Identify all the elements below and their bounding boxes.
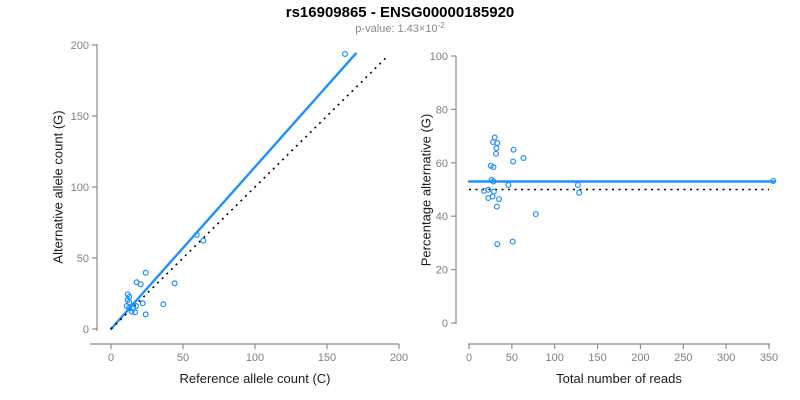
y-tick-label: 100	[71, 182, 89, 194]
x-tick-label: 100	[546, 352, 564, 364]
data-point	[510, 146, 517, 153]
data-point	[485, 195, 492, 202]
x-tick-label: 50	[177, 352, 189, 364]
x-tick-label: 0	[108, 352, 114, 364]
data-point	[493, 150, 500, 157]
y-tick-label: 50	[77, 253, 89, 265]
data-point	[142, 311, 149, 318]
data-point	[171, 280, 178, 287]
p-value-text: p-value: 1.43×10	[355, 23, 438, 35]
data-point	[139, 300, 146, 307]
data-point	[505, 181, 512, 188]
data-point	[126, 293, 133, 300]
right-x-axis-title: Total number of reads	[556, 371, 682, 386]
x-tick-label: 50	[506, 352, 518, 364]
x-tick-label: 150	[318, 352, 336, 364]
scatter-panel-1: 0 50 100 150 200 0 50 100 150 200	[71, 40, 409, 364]
data-point	[509, 238, 516, 245]
figure-title: rs16909865 - ENSG00000185920	[285, 4, 515, 21]
x-tick-label: 200	[631, 352, 649, 364]
y-tick-label: 80	[436, 104, 448, 116]
y-tick-label: 40	[436, 211, 448, 223]
x-tick-label: 150	[588, 352, 606, 364]
identity-line	[110, 55, 389, 330]
data-point	[770, 177, 777, 184]
data-point	[132, 309, 139, 316]
data-point	[493, 145, 500, 152]
data-point	[510, 158, 517, 165]
data-point	[128, 308, 135, 315]
data-point	[133, 302, 140, 309]
x-tick-label: 0	[466, 352, 472, 364]
data-point	[200, 237, 207, 244]
data-point	[576, 189, 583, 196]
x-tick-label: 250	[674, 352, 692, 364]
data-point	[490, 178, 497, 185]
data-point	[160, 301, 167, 308]
figure-subtitle: p-value: 1.43×10-2	[0, 21, 800, 35]
right-y-axis-title: Percentage alternative (G)	[418, 113, 434, 267]
data-point	[532, 211, 539, 218]
data-point	[493, 203, 500, 210]
data-point	[137, 281, 144, 288]
data-point	[490, 164, 497, 171]
x-tick-label: 100	[246, 352, 264, 364]
data-point	[193, 231, 200, 238]
data-point	[520, 154, 527, 161]
y-tick-label: 0	[83, 324, 89, 336]
x-tick-label: 300	[717, 352, 735, 364]
y-tick-label: 100	[430, 51, 448, 63]
data-point	[481, 187, 488, 194]
data-point	[494, 241, 501, 248]
left-x-axis-title: Reference allele count (C)	[179, 371, 331, 386]
y-tick-label: 150	[71, 111, 89, 123]
data-point	[496, 196, 503, 203]
data-point	[142, 269, 149, 276]
scatter-panel-2: 0 50 100 150 200 250 300 350 0 20 40 60 80 100	[430, 51, 779, 364]
data-point	[574, 181, 581, 188]
data-point	[342, 50, 349, 57]
y-tick-label: 0	[442, 318, 448, 330]
x-tick-label: 350	[760, 352, 778, 364]
data-point	[490, 188, 497, 195]
y-tick-label: 200	[71, 40, 89, 52]
p-value-exponent: -2	[437, 21, 445, 30]
left-y-axis-title: Alternative allele count (G)	[50, 110, 66, 264]
y-tick-label: 60	[436, 158, 448, 170]
y-tick-label: 20	[436, 265, 448, 277]
fit-line	[109, 52, 357, 331]
x-tick-label: 200	[390, 352, 408, 364]
